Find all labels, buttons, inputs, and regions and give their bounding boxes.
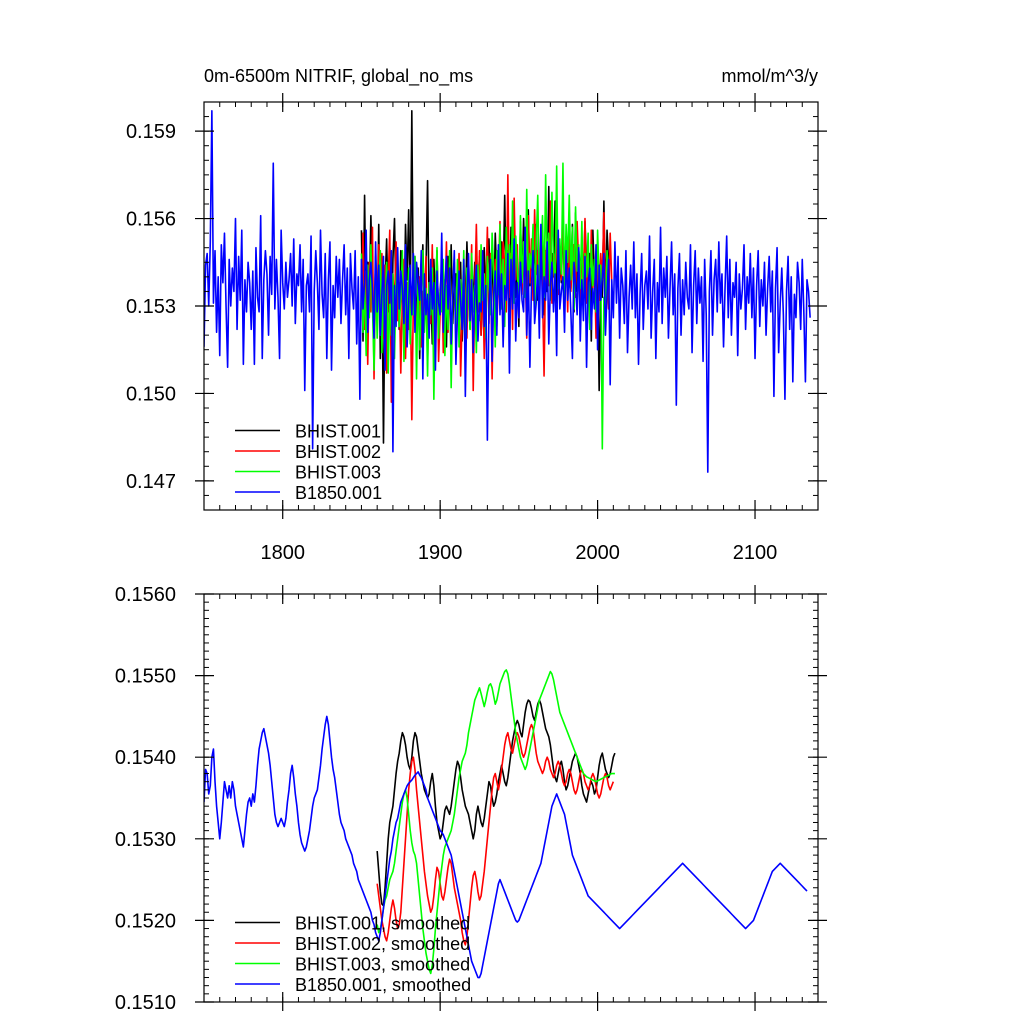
bottom-y-tick-label: 0.1560	[115, 584, 176, 606]
top-title: 0m-6500m NITRIF, global_no_ms	[204, 66, 473, 87]
top-units: mmol/m^3/y	[722, 66, 818, 86]
top-y-tick-label: 0.153	[126, 296, 176, 318]
top-x-tick-label: 2000	[575, 542, 620, 564]
bottom-legend-label-1: BHIST.001, smoothed	[295, 914, 470, 934]
bottom-y-tick-label: 0.1540	[115, 747, 176, 769]
top-y-tick-label: 0.156	[126, 209, 176, 231]
bottom-y-tick-label: 0.1530	[115, 829, 176, 851]
bottom-legend-label-4: B1850.001, smoothed	[295, 975, 471, 995]
top-legend-label-1: BHIST.001	[295, 422, 381, 442]
top-series-line-4	[204, 109, 811, 473]
top-x-tick-label: 2100	[733, 542, 778, 564]
top-legend-label-2: BHIST.002	[295, 442, 381, 462]
top-y-tick-label: 0.147	[126, 471, 176, 493]
top-series-group	[204, 109, 811, 473]
bottom-series-group	[204, 669, 808, 979]
bottom-legend-label-2: BHIST.002, smoothed	[295, 934, 470, 954]
top-panel: 0m-6500m NITRIF, global_no_ms mmol/m^3/y…	[126, 66, 827, 564]
top-legend-label-4: B1850.001	[295, 483, 382, 503]
bottom-legend-label-3: BHIST.003, smoothed	[295, 955, 470, 975]
top-y-tick-label: 0.150	[126, 383, 176, 405]
bottom-series-line-3	[376, 669, 615, 975]
bottom-y-tick-label: 0.1510	[115, 992, 176, 1014]
bottom-y-tick-label: 0.1550	[115, 666, 176, 688]
top-x-tick-label: 1900	[418, 542, 463, 564]
top-x-tick-label: 1800	[260, 542, 305, 564]
bottom-y-tick-label: 0.1520	[115, 910, 176, 932]
bottom-panel: 0.1510 0.1520 0.1530 0.1540 0.1550 0.1560 BHIS…	[115, 584, 827, 1014]
top-legend-label-3: BHIST.003	[295, 463, 381, 483]
bottom-series-line-4	[204, 715, 808, 979]
top-y-tick-label: 0.159	[126, 121, 176, 143]
bottom-series-line-2	[376, 723, 615, 946]
